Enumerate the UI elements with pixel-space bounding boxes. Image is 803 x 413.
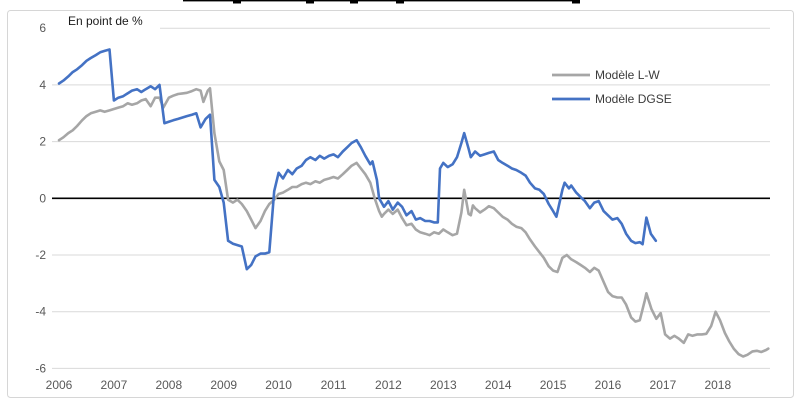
y-tick-label: -6 — [35, 361, 46, 375]
series-line-lw — [57, 87, 770, 358]
cropped-title-remnant — [183, 0, 580, 4]
cropped-title-underline — [183, 0, 579, 2]
x-tick-label: 2008 — [155, 378, 182, 392]
x-tick-label: 2016 — [595, 378, 622, 392]
legend-label-dgse: Modèle DGSE — [595, 92, 672, 106]
y-tick-label: 6 — [39, 21, 46, 35]
gridlines — [52, 27, 770, 369]
legend-label-lw: Modèle L-W — [595, 68, 660, 82]
x-tick-label: 2006 — [46, 378, 73, 392]
x-tick-label: 2011 — [321, 378, 347, 392]
data-series — [57, 48, 770, 358]
y-tick-label: 2 — [39, 135, 46, 149]
x-tick-label: 2017 — [650, 378, 677, 392]
x-axis-labels: 2006 2007 2008 2009 2010 2011 2012 2013 2014 2015… — [46, 378, 732, 392]
y-axis-labels: 6 4 2 0 -2 -4 -6 — [35, 21, 46, 375]
cropped-title-descender — [350, 0, 358, 4]
cropped-title-descender — [233, 0, 241, 4]
x-tick-label: 2012 — [375, 378, 402, 392]
y-tick-label: -2 — [35, 248, 46, 262]
x-tick-label: 2014 — [485, 378, 512, 392]
y-tick-label: -4 — [35, 305, 46, 319]
x-tick-label: 2013 — [430, 378, 457, 392]
x-tick-label: 2009 — [210, 378, 237, 392]
y-tick-label: 0 — [39, 191, 46, 205]
cropped-title-descender — [396, 0, 404, 4]
y-tick-label: 4 — [39, 78, 46, 92]
x-tick-label: 2010 — [265, 378, 292, 392]
cropped-title-descender — [572, 0, 580, 4]
x-tick-label: 2018 — [704, 378, 731, 392]
cropped-title-descender — [306, 0, 314, 4]
x-tick-label: 2007 — [101, 378, 128, 392]
series-line-dgse — [57, 48, 658, 271]
unit-label: En point de % — [68, 14, 143, 28]
x-tick-label: 2015 — [540, 378, 567, 392]
legend: Modèle L-W Modèle DGSE — [552, 68, 672, 106]
